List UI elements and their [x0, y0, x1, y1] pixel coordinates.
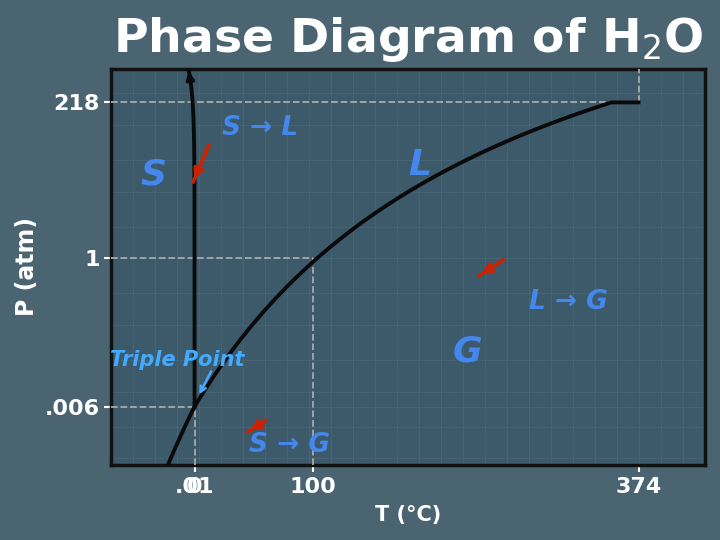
X-axis label: T (°C): T (°C) [375, 505, 441, 525]
Text: L: L [409, 148, 431, 182]
Text: S: S [140, 158, 166, 192]
Text: L → G: L → G [529, 289, 608, 315]
Title: Phase Diagram of H$_2$O: Phase Diagram of H$_2$O [113, 15, 703, 64]
Text: Triple Point: Triple Point [109, 350, 244, 370]
Y-axis label: P (atm): P (atm) [15, 217, 39, 316]
Text: S → G: S → G [249, 432, 330, 458]
Text: S → L: S → L [222, 115, 298, 141]
Text: G: G [453, 335, 482, 369]
